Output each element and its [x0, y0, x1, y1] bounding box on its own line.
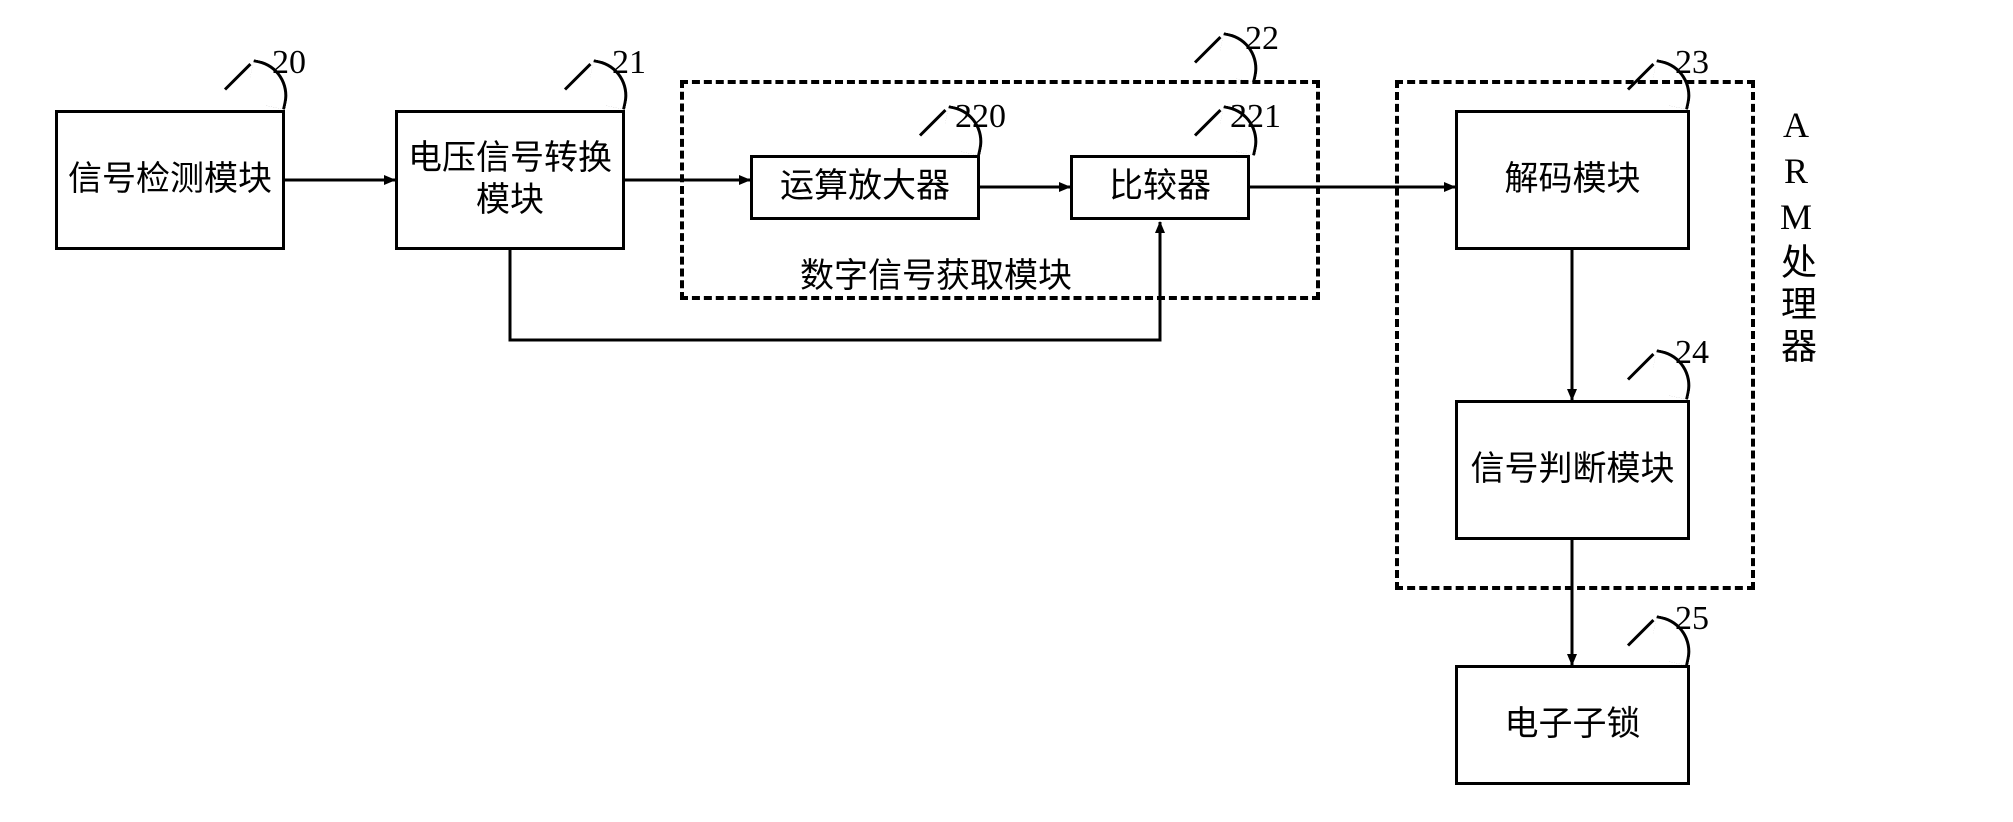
- node-label: 电压信号转换模块: [398, 138, 622, 223]
- node-label: 解码模块: [1505, 159, 1641, 202]
- ref-num: 22: [1245, 20, 1279, 58]
- ref-num: 21: [612, 44, 646, 82]
- node-label: 比较器: [1109, 166, 1211, 209]
- group-digital-signal-caption: 数字信号获取模块: [800, 248, 1072, 297]
- node-op-amp: 运算放大器: [750, 155, 980, 220]
- node-label: 信号检测模块: [68, 159, 272, 202]
- ref-num: 23: [1675, 44, 1709, 82]
- ref-num: 20: [272, 44, 306, 82]
- node-label: 信号判断模块: [1471, 449, 1675, 492]
- node-elock: 电子子锁: [1455, 665, 1690, 785]
- node-decode: 解码模块: [1455, 110, 1690, 250]
- node-signal-judge: 信号判断模块: [1455, 400, 1690, 540]
- diagram-canvas: 数字信号获取模块 ARM处理器 信号检测模块 电压信号转换模块 运算放大器 比较…: [0, 0, 2013, 822]
- ref-num: 24: [1675, 334, 1709, 372]
- ref-num: 220: [955, 98, 1006, 136]
- node-signal-detect: 信号检测模块: [55, 110, 285, 250]
- node-label: 电子子锁: [1505, 704, 1641, 747]
- node-comparator: 比较器: [1070, 155, 1250, 220]
- ref-num: 221: [1230, 98, 1281, 136]
- node-label: 运算放大器: [780, 166, 950, 209]
- group-arm-caption: ARM处理器: [1770, 105, 1822, 369]
- ref-num: 25: [1675, 600, 1709, 638]
- node-voltage-convert: 电压信号转换模块: [395, 110, 625, 250]
